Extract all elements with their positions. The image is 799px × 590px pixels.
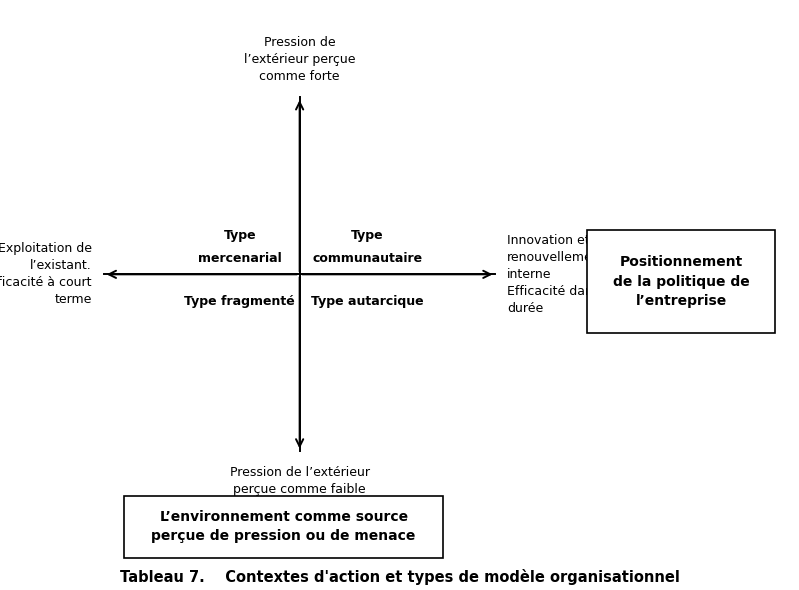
FancyBboxPatch shape: [124, 496, 443, 558]
Text: Type: Type: [352, 229, 384, 242]
Text: Pression de l’extérieur
perçue comme faible: Pression de l’extérieur perçue comme fai…: [229, 466, 370, 496]
Text: Positionnement
de la politique de
l’entreprise: Positionnement de la politique de l’entr…: [613, 255, 749, 308]
Text: Pression de
l’extérieur perçue
comme forte: Pression de l’extérieur perçue comme for…: [244, 35, 356, 83]
Text: Type autarcique: Type autarcique: [312, 295, 423, 308]
Text: communautaire: communautaire: [312, 253, 423, 266]
Text: Exploitation de
l’existant.
Efficacité à court
terme: Exploitation de l’existant. Efficacité à…: [0, 242, 92, 306]
Text: Type fragmenté: Type fragmenté: [185, 295, 295, 308]
Text: mercenarial: mercenarial: [198, 253, 281, 266]
FancyBboxPatch shape: [587, 230, 775, 333]
Text: L’environnement comme source
perçue de pression ou de menace: L’environnement comme source perçue de p…: [152, 510, 415, 543]
Text: Tableau 7.    Contextes d'action et types de modèle organisationnel: Tableau 7. Contextes d'action et types d…: [120, 569, 679, 585]
Text: Type: Type: [224, 229, 256, 242]
Text: Innovation et
renouvellement
interne
Efficacité dans la
durée: Innovation et renouvellement interne Eff…: [507, 234, 615, 315]
